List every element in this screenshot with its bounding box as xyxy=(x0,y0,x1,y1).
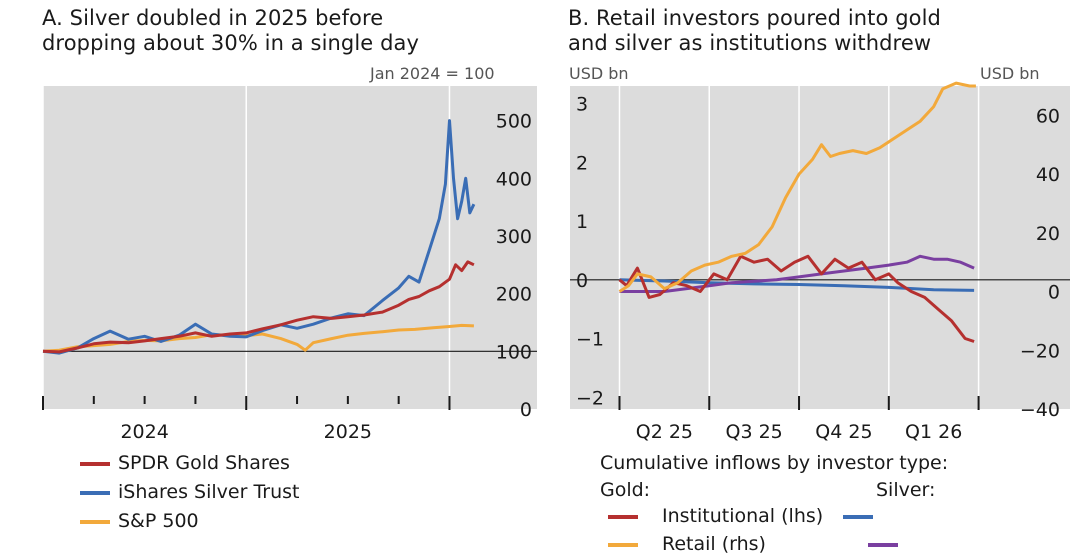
panel-b-ytick-rhs--20: −20 xyxy=(1020,340,1060,362)
legend-swatch-silver-retail xyxy=(868,542,899,547)
legend-gold-header: Gold: xyxy=(600,479,651,501)
legend-label-silver: iShares Silver Trust xyxy=(118,481,300,503)
panel-a-ytick-0: 0 xyxy=(520,399,532,421)
panel-a-series-ishares-silver-trust xyxy=(42,119,476,355)
panel-b-ytick-lhs--2: −2 xyxy=(576,387,604,409)
panel-b-title: B. Retail investors poured into gold and… xyxy=(568,6,941,55)
panel-a-title: A. Silver doubled in 2025 before droppin… xyxy=(42,6,420,55)
panel-a-ytick-400: 400 xyxy=(496,168,532,190)
panel-b-xtick-Q2-25: Q2 25 xyxy=(636,421,693,443)
panel-a-plot-area xyxy=(43,86,537,409)
panel-a-series-spdr-gold-shares xyxy=(42,260,475,354)
legend-swatch-gold xyxy=(80,461,110,466)
panel-b-plot-area xyxy=(570,86,1070,409)
panel-b-ytick-rhs--40: −40 xyxy=(1020,399,1060,421)
panel-b-xtick-Q1-26: Q1 26 xyxy=(905,421,962,443)
panel-a-xtick-2024: 2024 xyxy=(120,421,168,443)
panel-b-legend-title: Cumulative inflows by investor type: xyxy=(600,452,949,474)
panel-b-ytick-lhs-3: 3 xyxy=(576,94,588,116)
panel-b-ytick-lhs--1: −1 xyxy=(576,329,604,351)
legend-label-retail: Retail (rhs) xyxy=(662,533,766,555)
legend-silver-header: Silver: xyxy=(876,479,936,501)
panel-b-ytick-rhs-40: 40 xyxy=(1036,164,1060,186)
panel-b-ytick-lhs-2: 2 xyxy=(576,152,588,174)
legend-label-sp500: S&P 500 xyxy=(118,510,199,532)
legend-label-gold: SPDR Gold Shares xyxy=(118,452,290,474)
panel-b-ytick-rhs-20: 20 xyxy=(1036,223,1060,245)
panel-a-ytick-500: 500 xyxy=(496,111,532,133)
panel-a-xtick-2025: 2025 xyxy=(324,421,372,443)
panel-a-ytick-300: 300 xyxy=(496,226,532,248)
legend-swatch-gold-institutional xyxy=(608,514,638,519)
legend-item-gold: SPDR Gold Shares xyxy=(80,452,290,474)
panel-a-unit-label: Jan 2024 = 100 xyxy=(370,64,495,83)
panel-b-ytick-rhs-60: 60 xyxy=(1036,105,1060,127)
legend-item-silver: iShares Silver Trust xyxy=(80,481,299,503)
panel-a-chart: 0 100 200 300 400 500 2024 2025 xyxy=(42,86,537,443)
panel-b-xtick-Q4-25: Q4 25 xyxy=(815,421,872,443)
panel-b-ytick-rhs-0: 0 xyxy=(1048,282,1060,304)
panel-b-ytick-lhs-1: 1 xyxy=(576,211,588,233)
panel-a-ytick-200: 200 xyxy=(496,284,532,306)
legend-swatch-silver-institutional xyxy=(843,514,874,519)
legend-item-sp500: S&P 500 xyxy=(80,510,199,532)
panel-b-lhs-unit: USD bn xyxy=(569,64,629,83)
panel-b-ytick-lhs-0: 0 xyxy=(576,270,588,292)
panel-b-rhs-unit: USD bn xyxy=(980,64,1040,83)
legend-swatch-sp500 xyxy=(80,519,110,524)
panel-a-ytick-100: 100 xyxy=(496,341,532,363)
panel-b-series-gold-retail-rhs- xyxy=(618,81,976,293)
legend-swatch-silver xyxy=(80,490,110,495)
legend-item-retail: Retail (rhs) xyxy=(608,533,906,555)
legend-item-institutional: Institutional (lhs) xyxy=(608,505,881,527)
legend-swatch-gold-retail xyxy=(608,542,638,547)
legend-label-institutional: Institutional (lhs) xyxy=(662,505,824,527)
panel-b-xtick-Q3-25: Q3 25 xyxy=(726,421,783,443)
panel-b-chart: −2 −1 0 1 2 3 −40 −20 0 20 40 60 Q2 25 Q3 25 Q4 25 Q1 2… xyxy=(570,81,1070,443)
